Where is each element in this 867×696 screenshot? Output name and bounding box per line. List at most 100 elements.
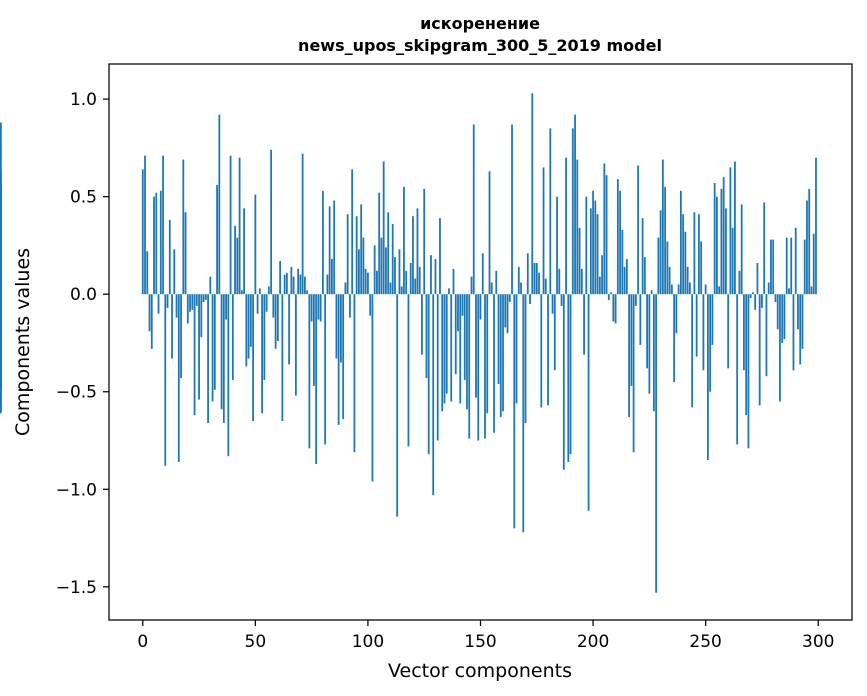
- bar-269: [747, 294, 750, 449]
- bar-53: [261, 294, 263, 414]
- bar-15: [175, 294, 178, 318]
- bar-33: [216, 184, 218, 295]
- bar-10: [164, 294, 167, 466]
- bar-87: [337, 294, 340, 425]
- bar-147: [472, 124, 475, 295]
- bar-257: [720, 188, 723, 295]
- bar-137: [450, 294, 453, 402]
- bar-70: [299, 274, 302, 295]
- bar-236: [673, 294, 676, 382]
- bar-189: [567, 294, 570, 462]
- bar-275: [761, 294, 763, 308]
- bar-71: [301, 153, 304, 295]
- bar-139: [454, 294, 457, 375]
- x-tick-label: 300: [802, 632, 834, 652]
- bar-51: [256, 294, 259, 314]
- bar-47: [247, 294, 250, 359]
- plot-area-frame: [108, 63, 853, 621]
- bar-88: [340, 294, 342, 363]
- bar-188: [565, 157, 567, 295]
- bar-170: [524, 294, 527, 423]
- bar-279: [770, 239, 772, 295]
- bar-196: [583, 294, 585, 355]
- bar-134: [443, 294, 446, 404]
- bar-247: [698, 214, 700, 295]
- bar-109: [387, 212, 390, 295]
- bar-38: [227, 294, 230, 457]
- bar-186: [560, 294, 563, 306]
- bar-204: [601, 255, 603, 295]
- bar-128: [430, 255, 432, 295]
- bar-210: [614, 294, 617, 324]
- bar-281: [774, 294, 777, 302]
- bar-202: [596, 214, 599, 295]
- bar-246: [695, 294, 698, 357]
- bar-175: [535, 262, 538, 295]
- bar-216: [628, 294, 630, 418]
- bar-254: [713, 183, 716, 295]
- bar-298: [812, 233, 815, 295]
- chart-title-line2: news_upos_skipgram_300_5_2019 model: [298, 36, 662, 55]
- bar-154: [488, 171, 491, 295]
- bar-222: [641, 218, 644, 295]
- bar-27: [202, 294, 205, 302]
- bar-172: [529, 294, 531, 304]
- bar-177: [540, 294, 543, 408]
- bar-260: [727, 294, 730, 369]
- bar-18: [182, 159, 185, 295]
- bar-273: [756, 262, 759, 295]
- bar-113: [396, 294, 399, 517]
- bar-69: [297, 268, 300, 295]
- y-tick-label: −0.5: [56, 383, 97, 403]
- bar-7: [157, 294, 160, 314]
- bar-213: [621, 229, 624, 295]
- x-tick-label: 50: [245, 632, 267, 652]
- bar-252: [709, 294, 712, 392]
- bar-180: [547, 294, 549, 406]
- bar-163: [508, 294, 511, 302]
- bar-286: [785, 237, 788, 295]
- bar-270: [749, 294, 752, 299]
- bar-255: [716, 196, 718, 295]
- bar-267: [743, 294, 745, 371]
- bar-201: [594, 200, 597, 295]
- bar-undefined: [0, 294, 2, 414]
- bar-248: [700, 241, 703, 295]
- bar-130: [434, 259, 437, 295]
- bar-124: [421, 294, 423, 355]
- bar-125: [423, 188, 426, 295]
- bar-76: [312, 294, 315, 386]
- bar-35: [220, 294, 223, 410]
- bar-285: [783, 294, 786, 340]
- bar-135: [445, 294, 448, 394]
- bar-132: [439, 218, 441, 295]
- bar-79: [319, 294, 322, 322]
- bar-84: [331, 259, 333, 295]
- bar-292: [799, 294, 802, 365]
- x-tick-label: 100: [352, 632, 384, 652]
- bar-12: [168, 220, 171, 295]
- bar-221: [639, 294, 642, 345]
- bar-112: [394, 257, 396, 295]
- bar-184: [556, 196, 558, 295]
- bar-36: [222, 294, 225, 423]
- bar-265: [738, 270, 741, 295]
- bar-68: [294, 294, 297, 396]
- bar-217: [630, 294, 633, 386]
- bar-284: [781, 294, 784, 343]
- bar-296: [808, 188, 811, 295]
- x-tick-label: 250: [689, 632, 721, 652]
- bar-276: [763, 202, 766, 295]
- bar-121: [414, 278, 417, 295]
- bar-280: [772, 239, 775, 295]
- bar-91: [346, 214, 349, 295]
- bar-75: [310, 294, 313, 322]
- bar-259: [725, 208, 727, 295]
- bar-0: [141, 169, 144, 295]
- bar-43: [238, 157, 241, 295]
- bar-228: [655, 294, 658, 593]
- bar-173: [531, 93, 534, 295]
- bar-174: [533, 262, 536, 295]
- bar-30: [209, 276, 212, 295]
